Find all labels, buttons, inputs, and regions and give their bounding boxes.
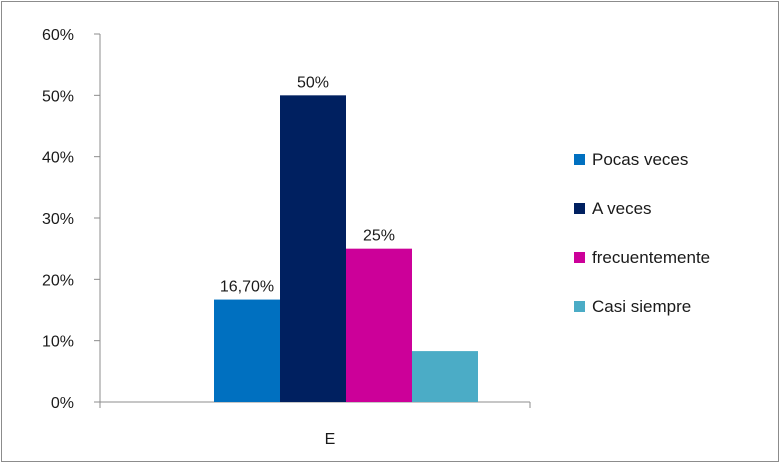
- legend: Pocas veces A veces frecuentemente Casi sie…: [574, 150, 710, 316]
- bars: [214, 95, 478, 402]
- legend-swatch: [574, 252, 585, 263]
- y-tick-label: 30%: [42, 211, 74, 228]
- bar-casi-siempre: [412, 351, 478, 402]
- legend-swatch: [574, 203, 585, 214]
- legend-swatch: [574, 154, 585, 165]
- y-tick-label: 40%: [42, 150, 74, 167]
- x-category-label: E: [325, 431, 336, 448]
- bar-frecuentemente: [346, 248, 412, 402]
- y-tick-label: 10%: [42, 334, 74, 351]
- legend-label: A veces: [592, 199, 652, 218]
- axes: 0% 10% 20% 30% 40% 50% 60% E: [42, 27, 531, 448]
- y-tick-label: 50%: [42, 88, 74, 105]
- data-label: 25%: [363, 228, 395, 245]
- data-labels: 16,70% 50% 25%: [220, 74, 395, 295]
- data-label: 50%: [297, 74, 329, 91]
- data-label: 16,70%: [220, 279, 274, 296]
- legend-label: Pocas veces: [592, 150, 688, 169]
- legend-swatch: [574, 301, 585, 312]
- legend-label: Casi siempre: [592, 297, 691, 316]
- legend-label: frecuentemente: [592, 248, 710, 267]
- y-tick-label: 0%: [51, 395, 74, 412]
- bar-a-veces: [280, 95, 346, 402]
- bar-pocas-veces: [214, 299, 280, 402]
- y-tick-label: 60%: [42, 27, 74, 44]
- y-tick-label: 20%: [42, 272, 74, 289]
